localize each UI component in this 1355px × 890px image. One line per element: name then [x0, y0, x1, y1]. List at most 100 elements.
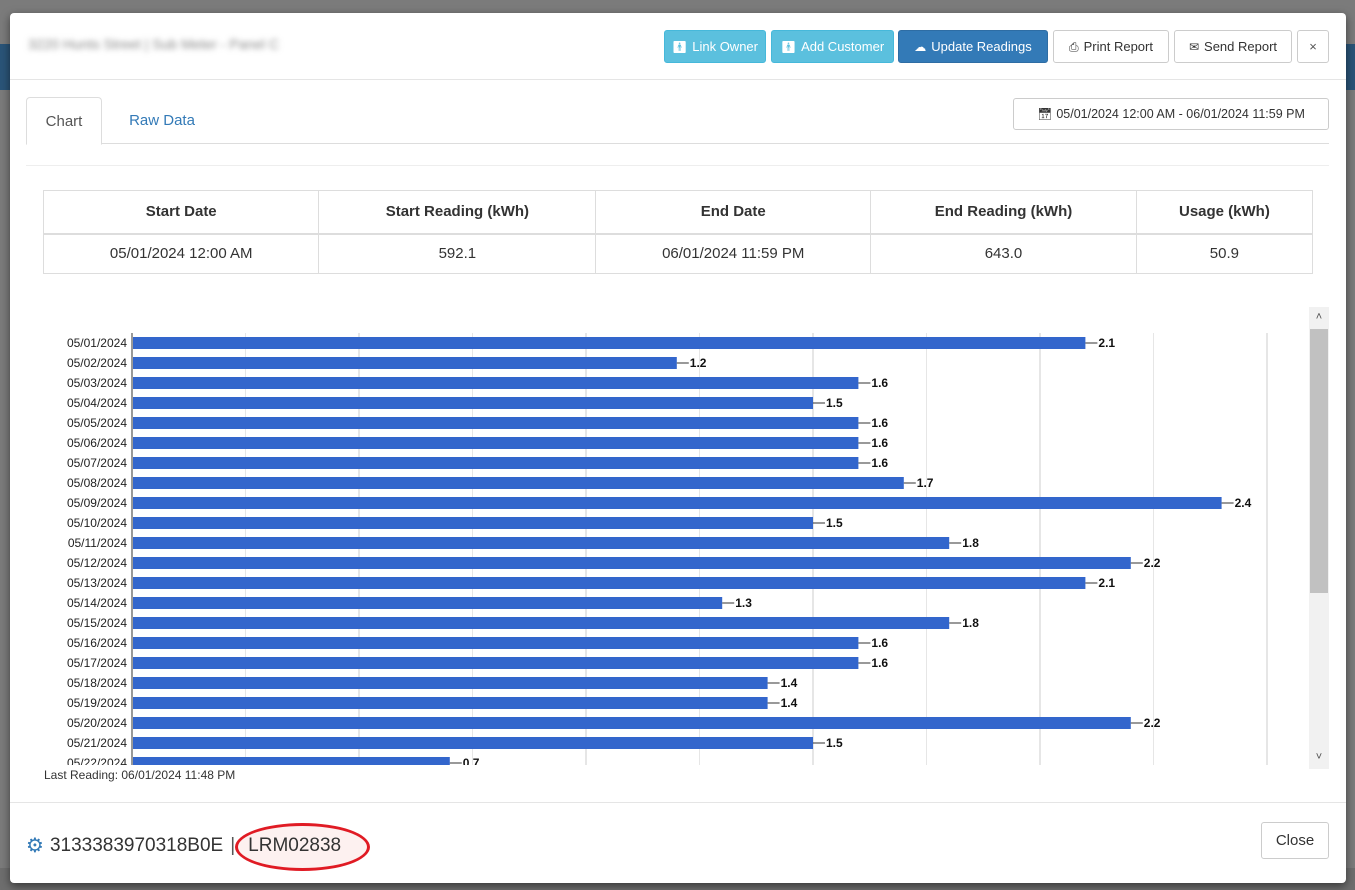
print-report-button[interactable]: ⎙ Print Report: [1053, 30, 1169, 63]
data-value-label: 1.6: [871, 416, 888, 430]
chart-bar[interactable]: [133, 757, 450, 765]
chart-bar[interactable]: [133, 557, 1131, 569]
date-range-label: 05/01/2024 12:00 AM - 06/01/2024 11:59 P…: [1056, 107, 1305, 121]
chart-bar[interactable]: [133, 577, 1086, 589]
chart-bar[interactable]: [133, 737, 813, 749]
data-value-label: 2.1: [1098, 576, 1115, 590]
cell-end-date: 06/01/2024 11:59 PM: [595, 233, 872, 274]
data-value-label: 1.8: [962, 616, 979, 630]
send-report-label: Send Report: [1204, 39, 1278, 54]
gear-icon[interactable]: ⚙: [26, 835, 44, 857]
calendar-icon: 📅︎: [1037, 107, 1053, 121]
add-customer-button[interactable]: 🚹︎ Add Customer: [771, 30, 894, 63]
chart-bar[interactable]: [133, 477, 904, 489]
category-tick-label: 05/12/2024: [67, 556, 127, 570]
add-customer-label: Add Customer: [801, 39, 885, 54]
device-info: ⚙ 3133383970318B0E | LRM02838: [26, 822, 371, 871]
close-button[interactable]: Close: [1261, 822, 1329, 859]
data-value-label: 2.2: [1144, 556, 1161, 570]
chart-bar[interactable]: [133, 697, 768, 709]
chart-bar[interactable]: [133, 377, 859, 389]
chart-bar[interactable]: [133, 497, 1222, 509]
category-tick-label: 05/21/2024: [67, 736, 127, 750]
link-owner-button[interactable]: 🚹︎ Link Owner: [664, 30, 766, 63]
category-tick-label: 05/04/2024: [67, 396, 127, 410]
data-value-label: 2.2: [1144, 716, 1161, 730]
highlight-ellipse: [235, 822, 371, 871]
chart-bar[interactable]: [133, 617, 950, 629]
data-value-label: 1.6: [871, 376, 888, 390]
meter-code: LRM02838: [248, 834, 342, 856]
chart-bar[interactable]: [133, 537, 950, 549]
modal-title: 3220 Hunts Street | Sub Meter - Panel C: [28, 36, 280, 52]
chart-bar[interactable]: [133, 397, 813, 409]
data-value-label: 1.5: [826, 516, 843, 530]
category-tick-label: 05/02/2024: [67, 356, 127, 370]
data-value-label: 1.6: [871, 636, 888, 650]
data-value-label: 2.4: [1235, 496, 1252, 510]
send-report-button[interactable]: ✉ Send Report: [1174, 30, 1292, 63]
chart-bar[interactable]: [133, 357, 677, 369]
chart-bar[interactable]: [133, 717, 1131, 729]
category-tick-label: 05/07/2024: [67, 456, 127, 470]
header-start-reading: Start Reading (kWh): [318, 190, 597, 235]
category-tick-label: 05/11/2024: [68, 536, 127, 550]
tab-chart[interactable]: Chart: [26, 97, 102, 145]
header-usage: Usage (kWh): [1135, 190, 1314, 235]
modal-close-x-button[interactable]: ×: [1297, 30, 1329, 63]
data-value-label: 1.5: [826, 736, 843, 750]
data-value-label: 1.8: [962, 536, 979, 550]
close-icon: ×: [1309, 39, 1317, 54]
category-tick-label: 05/16/2024: [67, 636, 127, 650]
category-tick-label: 05/09/2024: [67, 496, 127, 510]
chart-bar[interactable]: [133, 457, 859, 469]
chart-bar[interactable]: [133, 417, 859, 429]
category-tick-label: 05/08/2024: [67, 476, 127, 490]
chart-bar[interactable]: [133, 597, 723, 609]
scroll-up-icon[interactable]: ˄: [1315, 311, 1323, 323]
usage-bar-chart: 05/01/2024 2.1 05/02/2024 1.2 05/03/2024 1.6 0…: [67, 333, 1268, 765]
person-icon: 🚹︎: [780, 39, 797, 54]
category-tick-label: 05/13/2024: [67, 576, 127, 590]
data-value-label: 1.6: [871, 656, 888, 670]
category-tick-label: 05/22/2024: [67, 756, 127, 765]
category-tick-label: 05/19/2024: [67, 696, 127, 710]
device-id: 3133383970318B0E: [49, 834, 224, 856]
cell-usage: 50.9: [1135, 233, 1314, 274]
envelope-icon: ✉: [1188, 39, 1200, 54]
data-value-label: 0.7: [463, 756, 480, 765]
data-value-label: 1.4: [781, 676, 798, 690]
chart-bar[interactable]: [133, 677, 768, 689]
chart-bar[interactable]: [133, 517, 813, 529]
category-tick-label: 05/18/2024: [67, 676, 127, 690]
summary-table: Start Date Start Reading (kWh) End Date …: [42, 190, 1314, 274]
category-tick-label: 05/17/2024: [67, 656, 127, 670]
category-tick-label: 05/20/2024: [67, 716, 127, 730]
link-owner-label: Link Owner: [692, 39, 758, 54]
table-row: 05/01/2024 12:00 AM 592.1 06/01/2024 11:…: [42, 233, 1314, 274]
last-reading-text: Last Reading: 06/01/2024 11:48 PM: [44, 768, 236, 782]
header-end-reading: End Reading (kWh): [870, 190, 1137, 235]
meter-code-highlight: LRM02838: [235, 822, 371, 871]
chart-bar[interactable]: [133, 657, 859, 669]
chart-bar[interactable]: [133, 337, 1086, 349]
category-tick-label: 05/03/2024: [67, 376, 127, 390]
data-value-label: 1.5: [826, 396, 843, 410]
cell-end-reading: 643.0: [870, 233, 1137, 274]
scroll-thumb[interactable]: [1310, 329, 1328, 593]
scroll-down-icon[interactable]: ˅: [1315, 751, 1323, 763]
cloud-upload-icon: ☁: [914, 39, 927, 54]
tab-raw-data[interactable]: Raw Data: [129, 112, 195, 129]
data-value-label: 1.4: [781, 696, 798, 710]
modal-header: 3220 Hunts Street | Sub Meter - Panel C …: [10, 13, 1346, 80]
chart-bar[interactable]: [133, 637, 859, 649]
print-icon: ⎙: [1069, 39, 1079, 54]
chart-scrollbar[interactable]: ˄ ˅: [1309, 307, 1329, 769]
update-readings-button[interactable]: ☁ Update Readings: [898, 30, 1048, 63]
date-range-picker[interactable]: 📅︎ 05/01/2024 12:00 AM - 06/01/2024 11:5…: [1013, 98, 1329, 130]
divider: [26, 165, 1329, 166]
header-start-date: Start Date: [42, 190, 320, 235]
chart-bar[interactable]: [133, 437, 859, 449]
person-icon: 🚹︎: [672, 39, 688, 54]
summary-header-row: Start Date Start Reading (kWh) End Date …: [42, 190, 1314, 235]
